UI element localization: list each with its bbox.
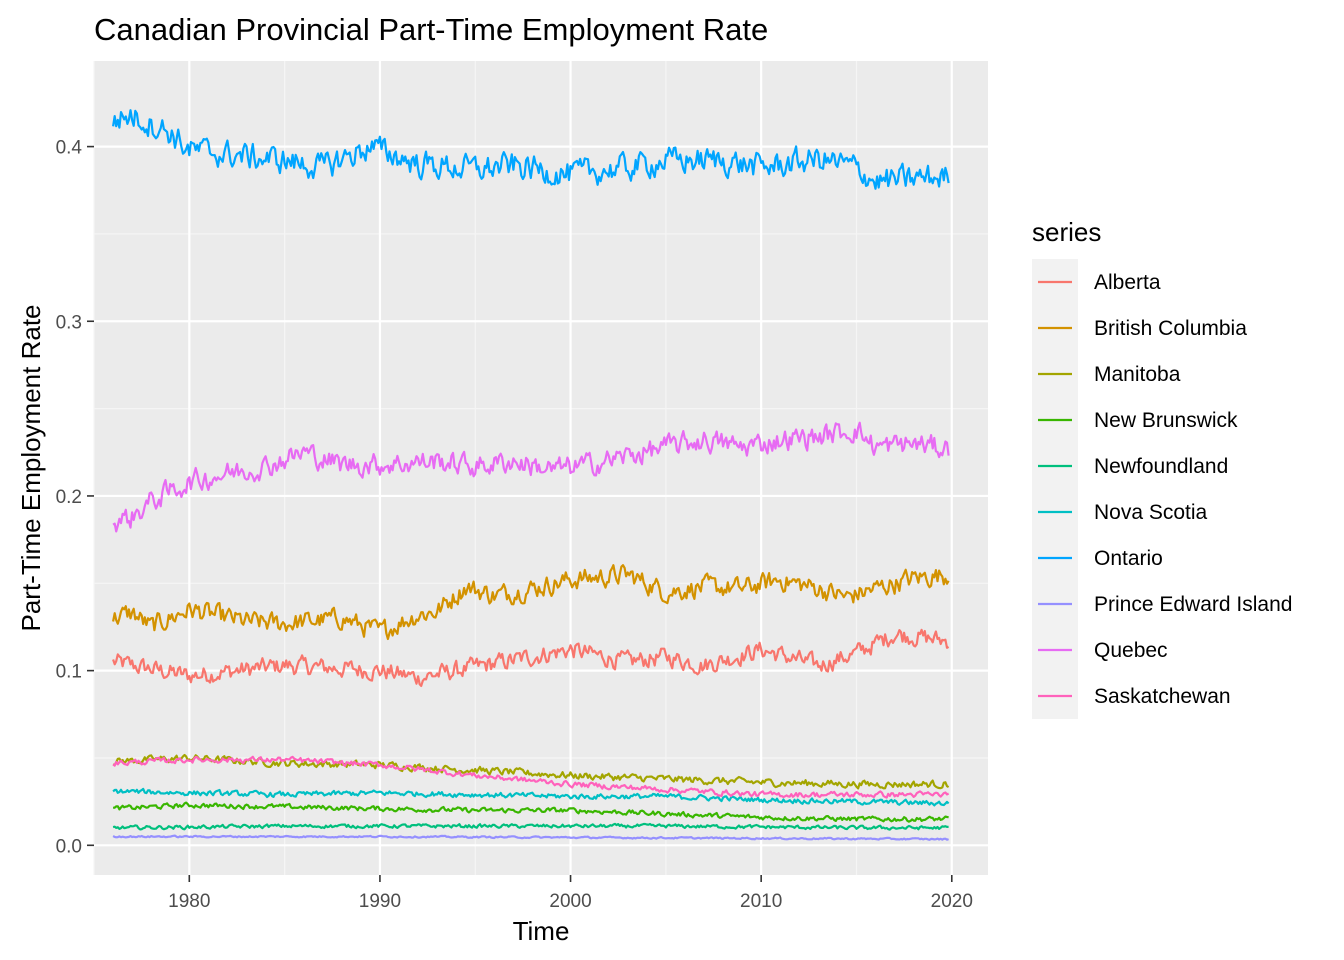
x-tick-label: 2000 [549,891,591,912]
chart-title: Canadian Provincial Part-Time Employment… [94,12,768,47]
y-axis-title: Part-Time Employment Rate [16,304,46,631]
series-line-british-columbia [112,564,950,641]
y-tick-label: 0.3 [56,312,82,333]
legend: series Alberta British Columbia Manitoba Ne… [1032,217,1292,719]
series-line-nova-scotia [112,787,950,807]
legend-key-background [1032,259,1078,719]
x-tick-label: 1990 [359,891,401,912]
x-axis-title: Time [513,916,570,946]
y-tick-label: 0.0 [56,836,82,857]
x-tick-label: 2010 [740,891,782,912]
tick-labels: 1980 1990 2000 2010 2020 0.0 0.1 0.2 0.3 0.4 [56,138,973,912]
series-line-newfoundland [112,822,949,831]
series-lines [112,109,950,841]
series-line-quebec [112,421,950,533]
y-tick-label: 0.1 [56,662,82,683]
x-tick-label: 1980 [168,891,210,912]
legend-label: Saskatchewan [1094,685,1231,708]
plot-panel [94,61,988,875]
legend-label: Newfoundland [1094,455,1228,478]
legend-label: British Columbia [1094,317,1247,340]
y-tick-label: 0.2 [56,487,82,508]
legend-label: Nova Scotia [1094,501,1208,524]
x-tick-label: 2020 [931,891,973,912]
series-line-prince-edward-island [112,834,949,841]
legend-label: Manitoba [1094,363,1181,386]
legend-label: Ontario [1094,547,1163,570]
legend-items: Alberta British Columbia Manitoba New Bruns… [1038,271,1292,708]
series-line-new-brunswick [112,801,949,823]
axis-ticks [87,145,953,882]
series-line-manitoba [112,753,950,790]
series-line-alberta [112,628,950,687]
legend-label: New Brunswick [1094,409,1238,432]
legend-label: Quebec [1094,639,1168,662]
series-line-ontario [112,109,950,190]
legend-title: series [1032,217,1101,247]
series-line-saskatchewan [112,755,950,799]
y-tick-label: 0.4 [56,138,83,159]
legend-label: Prince Edward Island [1094,593,1292,616]
legend-label: Alberta [1094,271,1161,294]
